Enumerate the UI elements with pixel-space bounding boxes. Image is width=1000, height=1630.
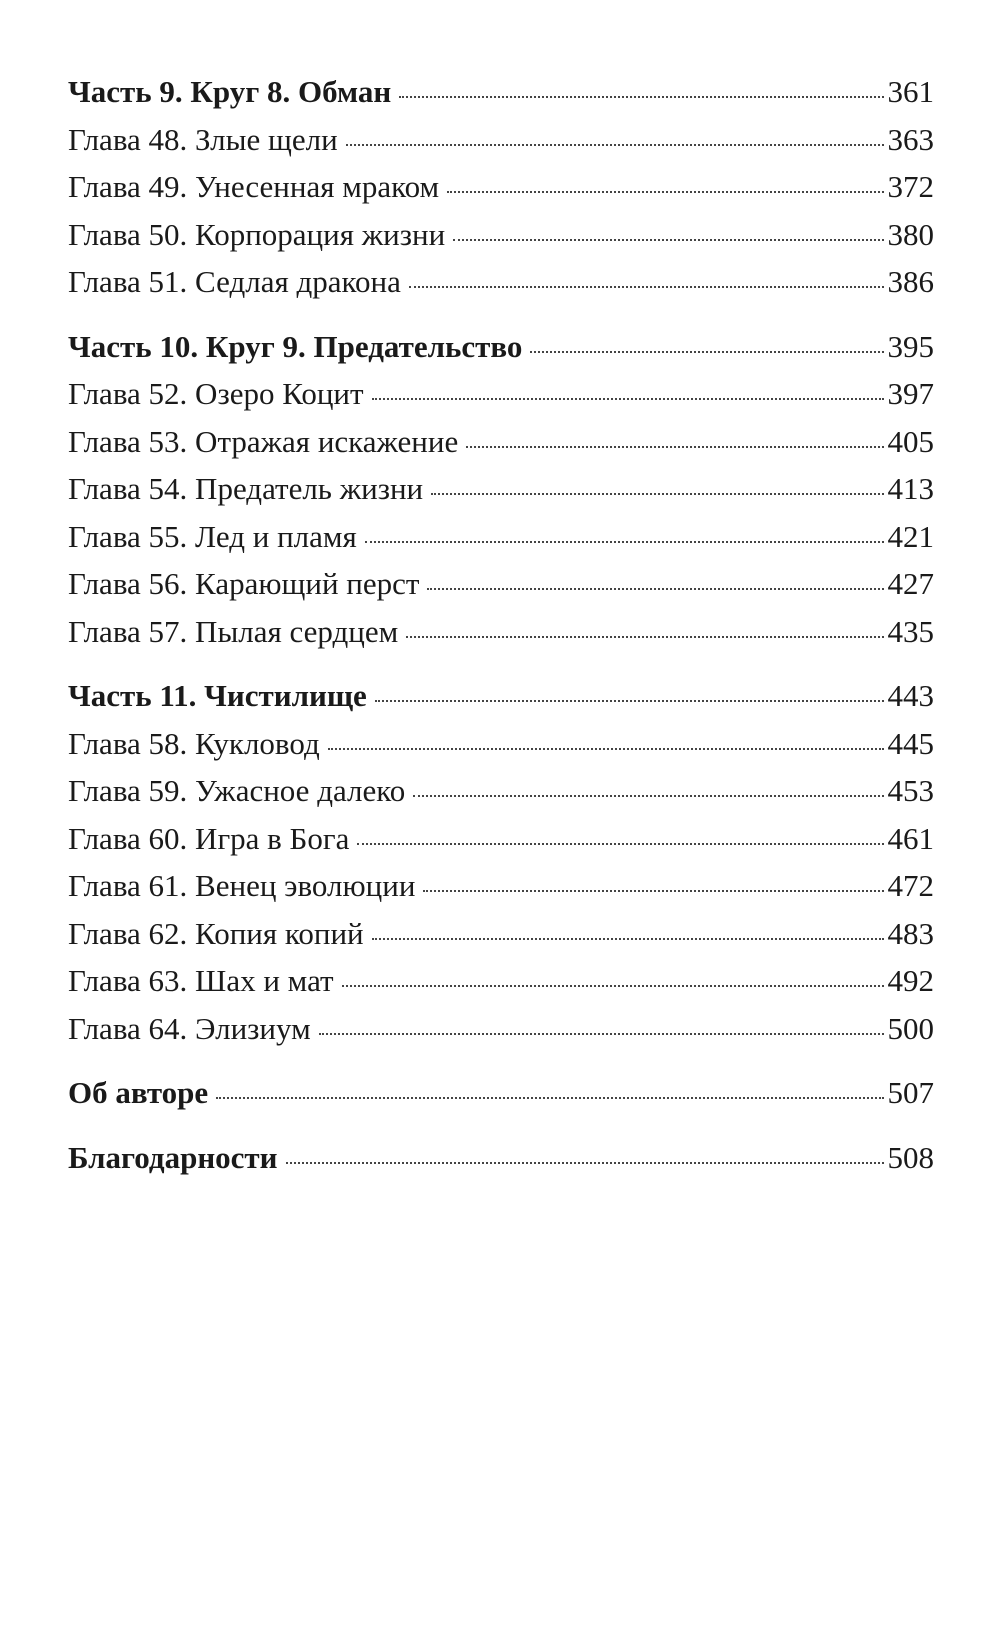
toc-chapter-entry: Глава 48. Злые щели 363 [68, 120, 934, 168]
dot-leader [345, 143, 884, 146]
dot-leader [374, 700, 884, 702]
entry-page-number: 361 [887, 74, 935, 109]
entry-title: Глава 52. Озеро Коцит [68, 376, 364, 411]
dot-leader [413, 795, 884, 797]
entry-title: Глава 57. Пылая сердцем [68, 613, 399, 649]
dot-leader [327, 747, 884, 750]
dot-leader [357, 842, 884, 845]
toc-chapter-entry: Глава 51. Седлая дракона 386 [68, 262, 934, 310]
entry-page-number: 435 [887, 613, 935, 649]
toc-chapter-entry: Глава 64. Элизиум 500 [68, 1009, 934, 1057]
entry-page-number: 372 [887, 169, 935, 204]
toc-part-entry: Часть 11. Чистилище 443 [68, 676, 934, 724]
entry-page-number: 508 [887, 1139, 935, 1175]
dot-leader [318, 1032, 884, 1035]
toc-chapter-entry: Глава 62. Копия копий 483 [68, 914, 934, 962]
toc-part-entry: Часть 10. Круг 9. Предательство 395 [68, 327, 934, 375]
entry-page-number: 453 [887, 773, 935, 808]
entry-title: Глава 56. Карающий перст [68, 566, 420, 601]
entry-page-number: 443 [887, 678, 935, 713]
entry-page-number: 492 [887, 963, 935, 998]
dot-leader [285, 1161, 884, 1164]
entry-page-number: 445 [887, 725, 935, 761]
toc-chapter-entry: Глава 58. Кукловод 445 [68, 724, 934, 772]
toc-part-entry: Об авторе 507 [68, 1073, 934, 1121]
table-of-contents: Часть 9. Круг 8. Обман 361 Глава 48. Злые … [68, 72, 934, 1185]
dot-leader [216, 1097, 884, 1099]
dot-leader [371, 937, 884, 940]
dot-leader [423, 890, 884, 892]
dot-leader [447, 191, 884, 193]
entry-title: Глава 58. Кукловод [68, 725, 320, 761]
entry-title: Глава 51. Седлая дракона [68, 264, 401, 299]
toc-chapter-entry: Глава 57. Пылая сердцем 435 [68, 612, 934, 660]
entry-title: Об авторе [68, 1075, 209, 1110]
entry-page-number: 380 [887, 216, 935, 252]
dot-leader [364, 540, 884, 543]
dot-leader [427, 588, 884, 590]
entry-title: Глава 53. Отражая искажение [68, 423, 459, 459]
dot-leader [399, 96, 884, 98]
dot-leader [431, 493, 884, 495]
dot-leader [408, 286, 884, 288]
entry-page-number: 405 [887, 423, 935, 459]
toc-chapter-entry: Глава 63. Шах и мат 492 [68, 961, 934, 1009]
dot-leader [371, 398, 884, 400]
entry-title: Глава 60. Игра в Бога [68, 820, 350, 856]
entry-title: Глава 49. Унесенная мраком [68, 169, 440, 204]
entry-title: Глава 50. Корпорация жизни [68, 216, 446, 252]
entry-title: Глава 61. Венец эволюции [68, 868, 416, 903]
toc-chapter-entry: Глава 56. Карающий перст 427 [68, 564, 934, 612]
toc-part-entry: Благодарности 508 [68, 1138, 934, 1186]
entry-page-number: 507 [887, 1075, 935, 1110]
toc-chapter-entry: Глава 59. Ужасное далеко 453 [68, 771, 934, 819]
entry-page-number: 386 [887, 264, 935, 299]
entry-title: Глава 48. Злые щели [68, 121, 338, 157]
entry-title: Часть 11. Чистилище [68, 678, 367, 713]
entry-title: Глава 55. Лед и пламя [68, 518, 357, 554]
toc-chapter-entry: Глава 54. Предатель жизни 413 [68, 469, 934, 517]
toc-chapter-entry: Глава 55. Лед и пламя 421 [68, 517, 934, 565]
entry-page-number: 500 [887, 1010, 935, 1046]
dot-leader [406, 635, 884, 638]
entry-page-number: 472 [887, 868, 935, 903]
dot-leader [341, 985, 884, 987]
entry-title: Часть 10. Круг 9. Предательство [68, 328, 523, 364]
toc-chapter-entry: Глава 50. Корпорация жизни 380 [68, 215, 934, 263]
dot-leader [453, 238, 884, 241]
entry-title: Глава 59. Ужасное далеко [68, 773, 406, 808]
entry-title: Глава 54. Предатель жизни [68, 471, 424, 506]
toc-chapter-entry: Глава 49. Унесенная мраком 372 [68, 167, 934, 215]
entry-page-number: 483 [887, 915, 935, 951]
dot-leader [530, 350, 884, 353]
entry-title: Часть 9. Круг 8. Обман [68, 74, 392, 109]
toc-chapter-entry: Глава 61. Венец эволюции 472 [68, 866, 934, 914]
entry-title: Глава 62. Копия копий [68, 915, 364, 951]
toc-chapter-entry: Глава 60. Игра в Бога 461 [68, 819, 934, 867]
entry-page-number: 413 [887, 471, 935, 506]
entry-page-number: 427 [887, 566, 935, 601]
toc-chapter-entry: Глава 53. Отражая искажение 405 [68, 422, 934, 470]
entry-page-number: 421 [887, 518, 935, 554]
entry-title: Глава 64. Элизиум [68, 1010, 311, 1046]
entry-page-number: 363 [887, 121, 935, 157]
dot-leader [466, 445, 884, 448]
entry-page-number: 461 [887, 820, 935, 856]
toc-part-entry: Часть 9. Круг 8. Обман 361 [68, 72, 934, 120]
entry-title: Глава 63. Шах и мат [68, 963, 334, 998]
toc-chapter-entry: Глава 52. Озеро Коцит 397 [68, 374, 934, 422]
entry-title: Благодарности [68, 1139, 278, 1175]
entry-page-number: 397 [887, 376, 935, 411]
entry-page-number: 395 [887, 328, 935, 364]
